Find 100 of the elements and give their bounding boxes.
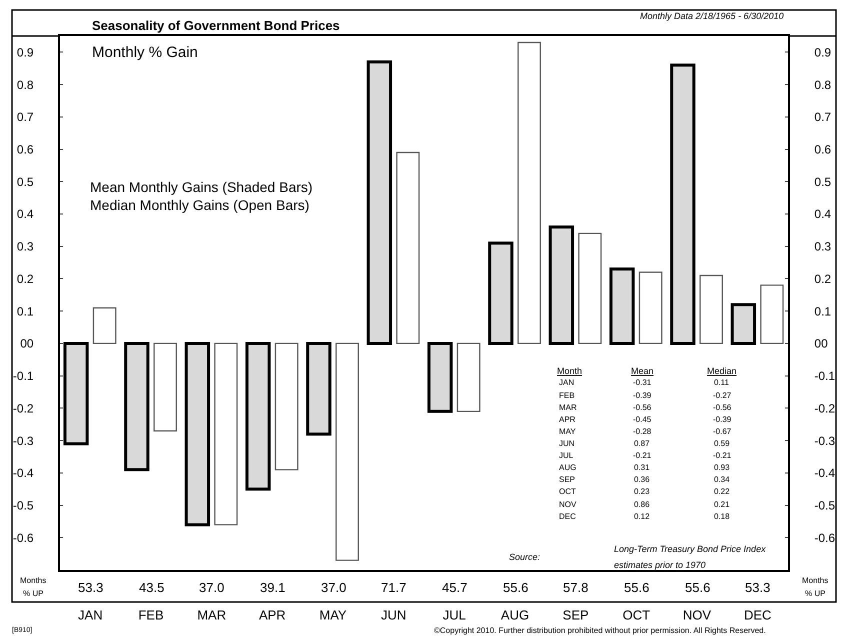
annotation: estimates prior to 1970 — [614, 560, 706, 570]
annotation: Monthly % Gain — [92, 44, 198, 61]
text: 55.6 — [685, 580, 710, 595]
category-label: JAN — [559, 378, 574, 387]
x-tick-label: DEC — [744, 608, 772, 623]
y2-tick-label: -0.2 — [814, 401, 836, 416]
y-tick-label: -0.3 — [12, 434, 34, 448]
category-label: SEP — [559, 475, 576, 484]
text: 37.0 — [199, 580, 224, 595]
x-tick-label: JUL — [442, 608, 466, 623]
y-tick-label: 0.9 — [16, 45, 34, 60]
annotation: 0.59 — [714, 439, 730, 448]
category-label: OCT — [559, 487, 576, 496]
annotation: Mean Monthly Gains (Shaded Bars) — [90, 179, 313, 195]
annotation: -0.27 — [713, 391, 732, 400]
annotation: 0.34 — [714, 475, 730, 484]
annotation: 0.21 — [714, 500, 730, 509]
text: 57.8 — [563, 580, 588, 595]
x-tick-label: JAN — [78, 608, 103, 623]
y-tick-label: 0.5 — [16, 174, 34, 189]
y2-tick-label: -0.5 — [814, 498, 836, 512]
chart-subtitle: Monthly Data 2/18/1965 - 6/30/2010 — [640, 11, 784, 21]
y2-tick-label: -0.3 — [814, 434, 836, 448]
annotation: Month — [557, 366, 582, 376]
y2-tick-label: -0.1 — [814, 369, 836, 384]
annotation: 0.22 — [714, 487, 730, 496]
text: Months — [20, 576, 46, 585]
chart-title: Seasonality of Government Bond Prices — [92, 18, 340, 33]
annotation: -0.31 — [633, 378, 652, 387]
x-tick-label: MAR — [197, 608, 226, 623]
text: ©Copyright 2010. Further distribution prohibited without prior permission. All Rights Reserved. — [434, 626, 766, 635]
text: 53.3 — [78, 580, 104, 595]
y-tick-label: 0.8 — [16, 78, 34, 92]
x-tick-label: APR — [258, 608, 286, 623]
text: Median — [707, 366, 737, 376]
category-label: JUN — [559, 439, 575, 448]
y2-tick-label: 0.9 — [814, 45, 832, 60]
y-tick-label: -0.1 — [12, 369, 34, 384]
text: % UP — [23, 589, 44, 598]
x-tick-label: SEP — [562, 608, 589, 623]
category-label: DEC — [559, 512, 576, 521]
x-tick-label: OCT — [622, 608, 650, 623]
text: 53.3 — [745, 580, 770, 595]
y2-tick-label: 0.4 — [814, 207, 832, 222]
annotation: -0.56 — [633, 403, 652, 412]
x-tick-label: JUN — [381, 608, 406, 623]
text: 55.6 — [624, 580, 650, 595]
y2-tick-label: -0.4 — [814, 466, 836, 480]
annotation: 0.23 — [634, 487, 650, 496]
text: Months — [802, 576, 828, 585]
annotation: 0.18 — [714, 512, 730, 521]
category-label: MAR — [559, 403, 577, 412]
y-tick-label: 0.1 — [16, 304, 34, 318]
annotation: 0.87 — [634, 439, 650, 448]
annotation: 0.11 — [714, 378, 730, 387]
annotation: -0.28 — [633, 427, 652, 436]
y-tick-label: 0.7 — [16, 110, 34, 124]
text: 43.5 — [139, 580, 164, 595]
category-label: JUL — [559, 451, 574, 460]
annotation: 0.31 — [634, 463, 650, 472]
y2-tick-label: 0.7 — [814, 110, 832, 124]
annotation: -0.56 — [713, 403, 732, 412]
x-tick-label: MAY — [319, 608, 347, 623]
annotation: 0.86 — [634, 500, 650, 509]
y-tick-label: 0.2 — [16, 272, 34, 286]
y2-tick-label: -0.6 — [814, 530, 836, 545]
annotation: -0.21 — [633, 451, 652, 460]
text: 71.7 — [381, 580, 406, 595]
y-tick-label: 0.4 — [16, 207, 34, 222]
y2-tick-label: 0.5 — [814, 174, 832, 189]
y-tick-label: -0.2 — [12, 401, 34, 416]
y-tick-label: 00 — [20, 336, 34, 351]
text: Mean — [631, 366, 654, 376]
annotation: -0.45 — [633, 415, 652, 424]
y2-tick-label: 0.6 — [814, 142, 832, 156]
annotation: -0.39 — [713, 415, 732, 424]
category-label: MAY — [559, 427, 576, 436]
annotation: -0.21 — [713, 451, 732, 460]
annotation: 0.12 — [634, 512, 650, 521]
x-tick-label: AUG — [500, 608, 530, 623]
y2-tick-label: 0.8 — [814, 78, 832, 92]
y-tick-label: 0.6 — [16, 142, 34, 156]
y2-tick-label: 0.3 — [814, 240, 832, 254]
y2-tick-label: 0.2 — [814, 272, 832, 286]
x-tick-label: FEB — [138, 608, 164, 623]
y-tick-label: -0.5 — [12, 498, 34, 512]
text: % UP — [805, 589, 826, 598]
annotation: Median Monthly Gains (Open Bars) — [90, 197, 310, 213]
x-tick-label: NOV — [682, 608, 712, 623]
text: 45.7 — [442, 580, 468, 595]
annotation: Source: — [509, 552, 541, 562]
category-label: NOV — [559, 500, 576, 509]
y2-tick-label: 00 — [814, 336, 828, 351]
annotation: -0.39 — [633, 391, 652, 400]
text: 39.1 — [260, 580, 286, 595]
category-label: APR — [559, 415, 576, 424]
y-tick-label: 0.3 — [16, 240, 34, 254]
y-tick-label: -0.6 — [12, 530, 34, 545]
annotation: 0.36 — [634, 475, 650, 484]
y-tick-label: -0.4 — [12, 466, 34, 480]
